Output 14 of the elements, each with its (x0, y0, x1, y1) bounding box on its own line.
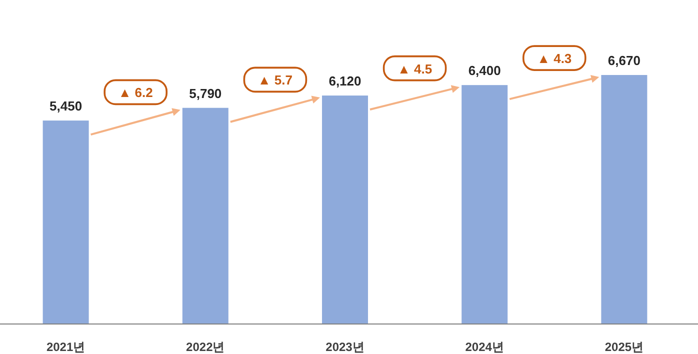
annotation: ▲ 4.5 (398, 61, 432, 76)
data-label: 6,670 (608, 53, 640, 68)
data-label: 6,400 (468, 63, 501, 78)
x-tick-label: 2023년 (326, 340, 364, 354)
data-label: 5,450 (50, 98, 82, 114)
text: ▲ 4.3 (537, 51, 572, 66)
annotation: ▲ 5.7 (258, 72, 292, 88)
data-label: 5,790 (189, 86, 222, 101)
x-tick-label: 2021년 (46, 340, 86, 354)
x-tick-label: 2024년 (465, 340, 504, 354)
annotation: ▲ 6.2 (118, 85, 153, 100)
x-tick-label: 2022년 (186, 340, 225, 354)
x-tick-label: 2025년 (604, 340, 644, 354)
data-label: 6,120 (328, 74, 362, 89)
